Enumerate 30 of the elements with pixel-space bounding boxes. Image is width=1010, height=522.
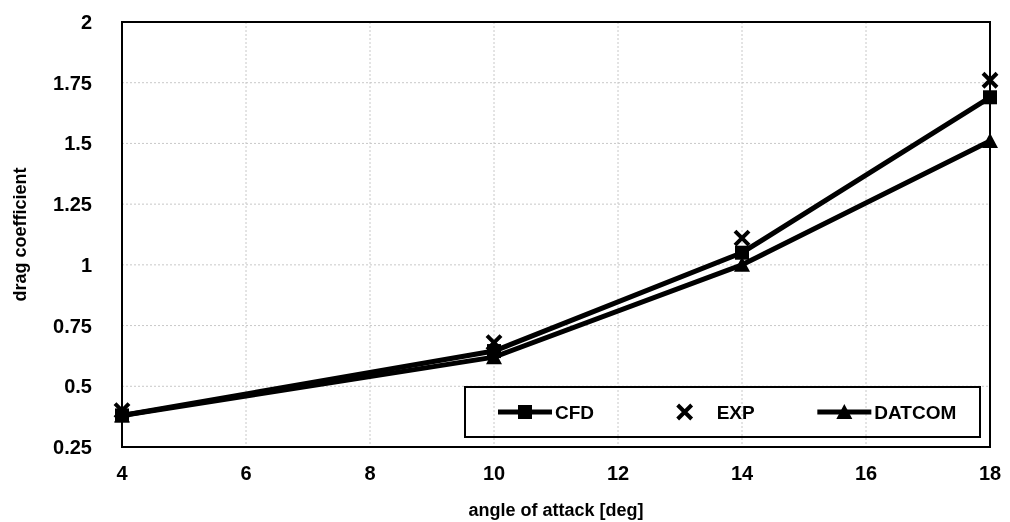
y-tick-label: 0.5 [64, 375, 92, 398]
y-tick-label: 0.25 [53, 436, 92, 458]
x-tick-label: 4 [116, 462, 129, 484]
y-tick-label: 1 [80, 253, 92, 276]
point [113, 401, 131, 420]
y-tick-label: 0.75 [53, 314, 92, 337]
point [983, 90, 997, 105]
legend-label: DATCOM [874, 402, 957, 423]
y-tick-label: 1.25 [53, 193, 92, 216]
legend-label: CFD [555, 402, 595, 423]
x-tick-label: 8 [364, 462, 376, 484]
x-axis-title: angle of attack [deg] [468, 500, 644, 520]
point [485, 333, 503, 352]
x-tick-label: 14 [730, 462, 754, 484]
point [733, 229, 751, 248]
y-tick-label: 1.75 [53, 71, 92, 94]
y-axis-title: drag coefficient [10, 167, 30, 302]
x-tick-label: 6 [240, 462, 252, 484]
x-tick-label: 12 [606, 462, 630, 484]
point [735, 245, 749, 260]
point [487, 344, 501, 359]
x-tick-label: 10 [482, 462, 506, 484]
legend-label: EXP [716, 402, 756, 423]
y-tick-label: 1.5 [64, 132, 92, 155]
point [982, 133, 998, 148]
point [981, 71, 999, 90]
y-tick-label: 2 [80, 11, 92, 33]
x-tick-label: 16 [854, 462, 878, 484]
x-tick-label: 18 [978, 462, 1002, 484]
point [115, 408, 129, 423]
